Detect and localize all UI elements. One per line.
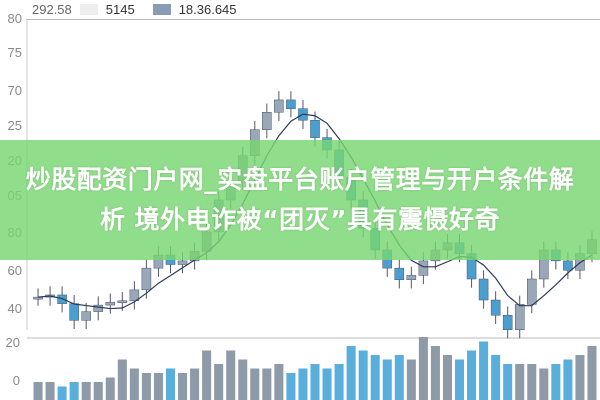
volume-bar [370, 355, 380, 400]
volume-bar [467, 350, 477, 400]
volume-bar [45, 382, 55, 400]
volume-bar [274, 364, 284, 400]
candle-body [93, 304, 104, 312]
volume-bar [406, 359, 416, 400]
moving-average-line [37, 113, 593, 310]
volume-bar [33, 382, 43, 400]
candle-body [502, 315, 513, 330]
volume-bar [57, 386, 67, 400]
volume-tick-label: 20 [6, 335, 20, 350]
volume-bar [81, 382, 91, 400]
candle-body [514, 304, 525, 330]
volume-bar [418, 337, 428, 400]
candle-body [117, 300, 128, 303]
volume-bar [105, 377, 115, 400]
price-tick-label: 40 [8, 301, 22, 316]
volume-bar [430, 346, 440, 400]
legend-value-3: 18.36.645 [178, 2, 237, 17]
candle-body [262, 112, 272, 130]
legend-swatch-2 [79, 4, 98, 15]
volume-bar [346, 346, 356, 400]
candle-body [406, 275, 417, 280]
volume-bar [563, 359, 573, 400]
headline-line-1: 炒股配资门户网_实盘平台账户管理与开户条件解 [25, 165, 575, 194]
candle-body [177, 260, 188, 265]
candle-body [274, 99, 284, 113]
volume-bar [165, 368, 176, 400]
volume-bar [539, 368, 549, 400]
candle-body [69, 303, 79, 321]
volume-bar [503, 364, 513, 400]
candle-body [81, 311, 91, 321]
volume-bar [479, 341, 489, 400]
volume-bar [322, 368, 332, 400]
volume-bar [238, 359, 248, 400]
volume-bar [491, 355, 501, 400]
legend-value-2: 5145 [105, 2, 135, 17]
headline-line-2: 析 境外电诈被“团灭”具有震慑好奇 [99, 205, 501, 234]
volume-bar [214, 364, 224, 400]
chart-legend: 292.58 5145 18.36.645 [26, 0, 600, 20]
volume-bar [442, 355, 452, 400]
candle-body [129, 289, 140, 301]
price-tick-label: 25 [8, 118, 22, 133]
candle-body [310, 119, 320, 138]
price-tick-label: 75 [8, 45, 22, 60]
price-tick-label: 80 [8, 11, 22, 26]
legend-swatch-3 [152, 4, 171, 15]
candle-body [394, 267, 405, 280]
volume-bar [575, 355, 585, 400]
title-banner: 炒股配资门户网_实盘平台账户管理与开户条件解 析 境外电诈被“团灭”具有震慑好奇 [0, 140, 600, 260]
volume-bar [262, 368, 272, 400]
volume-bar [178, 373, 188, 400]
volume-bar [394, 355, 404, 400]
candle-body [563, 260, 573, 271]
volume-bar [202, 350, 212, 400]
volume-bar [515, 364, 525, 400]
volume-bar [141, 373, 151, 400]
volume-bar [190, 368, 200, 400]
volume-bar [93, 382, 103, 400]
volume-bar [117, 359, 127, 400]
volume-bar [382, 359, 392, 400]
volume-bar [250, 368, 260, 400]
volume-bar [310, 364, 320, 400]
volume-bar [69, 382, 79, 400]
volume-bar [551, 364, 561, 400]
candle-body [141, 267, 152, 291]
volume-bar [226, 350, 236, 400]
price-tick-label: 70 [8, 83, 22, 98]
candle-body [57, 294, 67, 304]
candle-body [418, 260, 429, 276]
candle-body [105, 301, 116, 306]
candle-body [490, 299, 501, 316]
volume-bar [527, 364, 537, 400]
volume-bar [358, 350, 368, 400]
candle-body [286, 99, 296, 109]
price-tick-label: 60 [8, 263, 22, 278]
volume-bar [454, 359, 465, 400]
candle-body [478, 278, 489, 301]
candle-body [526, 278, 537, 305]
volume-bar [298, 368, 308, 400]
volume-bar [587, 346, 597, 400]
volume-tick-label: 0 [13, 373, 20, 388]
volume-bar [129, 368, 139, 400]
volume-bar [153, 373, 163, 400]
legend-value-1: 292.58 [32, 2, 72, 17]
volume-bar [286, 373, 296, 400]
volume-bar [334, 364, 344, 400]
